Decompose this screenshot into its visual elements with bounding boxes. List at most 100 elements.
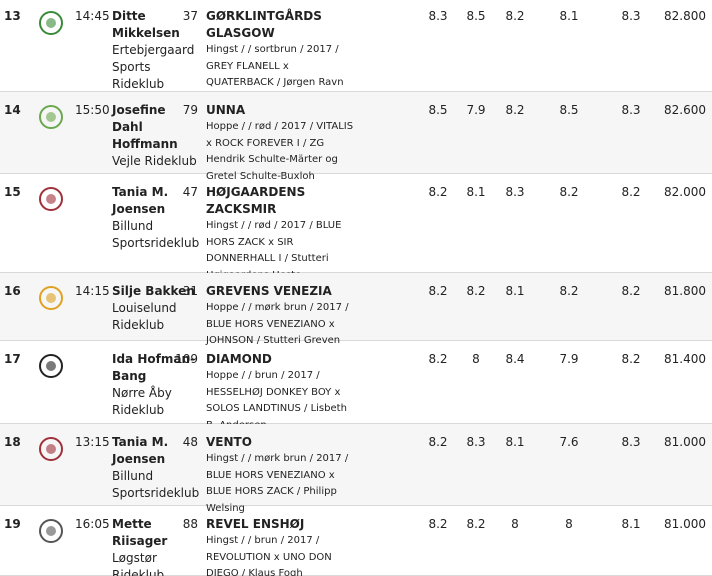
rider: Tania M. Joensen Billund Sportsrideklub (112, 184, 199, 252)
horse-number: 47 (182, 185, 198, 199)
rider: Josefine Dahl Hoffmann Vejle Rideklub (112, 102, 197, 170)
total-score: 82.000 (664, 185, 706, 199)
score: 8.2 (505, 103, 525, 117)
score: 8.3 (428, 9, 448, 23)
score: 8.2 (621, 352, 641, 366)
horse-number: 88 (182, 517, 198, 531)
club-name: Louiselund Rideklub (112, 301, 177, 332)
club-logo (39, 354, 63, 378)
horse-details: Hingst / / brun / 2017 / REVOLUTION x UN… (206, 535, 332, 576)
horse-number: 31 (182, 284, 198, 298)
logo-ring (39, 519, 63, 543)
rider: Mette Riisager Løgstør Rideklub (112, 516, 196, 576)
logo-ring (39, 354, 63, 378)
horse-name: UNNA (206, 103, 246, 117)
score: 8.2 (621, 284, 641, 298)
rider: Ida Hofman-Bang Nørre Åby Rideklub (112, 351, 196, 419)
score: 7.6 (559, 435, 579, 449)
logo-ring (39, 187, 63, 211)
logo-core (46, 361, 56, 371)
rider: Tania M. Joensen Billund Sportsrideklub (112, 434, 199, 502)
score: 8.2 (428, 435, 448, 449)
score: 8.1 (505, 435, 525, 449)
rider-name: Josefine Dahl Hoffmann (112, 103, 178, 151)
result-row: 16 14:15 Silje Bakken Louiselund Rideklub 31… (0, 273, 712, 346)
score: 8.2 (621, 185, 641, 199)
horse: REVEL ENSHØJ Hingst / / brun / 2017 / REV… (206, 516, 366, 576)
rank: 19 (4, 517, 21, 531)
score: 8.3 (505, 185, 525, 199)
horse-number: 48 (182, 435, 198, 449)
score: 8.3 (621, 435, 641, 449)
club-logo (39, 286, 63, 310)
score: 8.5 (428, 103, 448, 117)
score: 8.1 (466, 185, 486, 199)
horse-details: Hingst / / sortbrun / 2017 / GREY FLANEL… (206, 44, 344, 88)
start-time: 14:45 (75, 9, 110, 23)
horse-number: 109 (175, 352, 198, 366)
score: 7.9 (466, 103, 486, 117)
horse-name: DIAMOND (206, 352, 272, 366)
logo-ring (39, 437, 63, 461)
score: 8.4 (505, 352, 525, 366)
score: 8.2 (505, 9, 525, 23)
club-name: Billund Sportsrideklub (112, 469, 200, 500)
horse: HØJGAARDENS ZACKSMIR Hingst / / rød / 201… (206, 184, 366, 284)
logo-ring (39, 286, 63, 310)
horse: DIAMOND Hoppe / / brun / 2017 / HESSELHØJ… (206, 351, 366, 434)
rank: 13 (4, 9, 21, 23)
rank: 15 (4, 185, 21, 199)
score: 8 (511, 517, 519, 531)
horse-name: HØJGAARDENS ZACKSMIR (206, 185, 306, 216)
rider-name: Mette Riisager (112, 517, 168, 548)
score: 8.2 (559, 185, 579, 199)
result-row: 17 Ida Hofman-Bang Nørre Åby Rideklub 109 DI… (0, 341, 712, 431)
horse-details: Hoppe / / rød / 2017 / VITALIS x ROCK FO… (206, 121, 354, 182)
logo-core (46, 293, 56, 303)
rider: Ditte Mikkelsen Ertebjergaard Sports Ride… (112, 8, 196, 93)
horse: GØRKLINTGÅRDS GLASGOW Hingst / / sortbrun… (206, 8, 366, 92)
start-time: 14:15 (75, 284, 110, 298)
total-score: 81.800 (664, 284, 706, 298)
horse-name: GØRKLINTGÅRDS GLASGOW (206, 9, 322, 40)
horse: VENTO Hingst / / mørk brun / 2017 / BLUE … (206, 434, 366, 517)
club-name: Billund Sportsrideklub (112, 219, 200, 250)
start-time: 16:05 (75, 517, 110, 531)
score: 8.3 (621, 9, 641, 23)
horse-details: Hingst / / mørk brun / 2017 / BLUE HORS … (206, 453, 349, 514)
logo-core (46, 444, 56, 454)
logo-core (46, 18, 56, 28)
total-score: 82.600 (664, 103, 706, 117)
horse-number: 79 (182, 103, 198, 117)
club-logo (39, 105, 63, 129)
logo-core (46, 526, 56, 536)
score: 8.5 (466, 9, 486, 23)
score: 8 (565, 517, 573, 531)
score: 8.2 (428, 352, 448, 366)
result-row: 18 13:15 Tania M. Joensen Billund Sportsrid… (0, 424, 712, 514)
club-name: Ertebjergaard Sports Rideklub (112, 43, 195, 91)
score: 7.9 (559, 352, 579, 366)
total-score: 81.400 (664, 352, 706, 366)
club-logo (39, 519, 63, 543)
logo-core (46, 112, 56, 122)
start-time: 13:15 (75, 435, 110, 449)
rider-name: Tania M. Joensen (112, 435, 169, 466)
total-score: 82.800 (664, 9, 706, 23)
total-score: 81.000 (664, 435, 706, 449)
score: 8.2 (428, 517, 448, 531)
score: 8.3 (466, 435, 486, 449)
horse: GREVENS VENEZIA Hoppe / / mørk brun / 201… (206, 283, 366, 350)
score: 8.2 (466, 284, 486, 298)
club-name: Nørre Åby Rideklub (112, 386, 172, 417)
result-row: 19 16:05 Mette Riisager Løgstør Rideklub 88 R… (0, 506, 712, 576)
score: 8.5 (559, 103, 579, 117)
rider-name: Tania M. Joensen (112, 185, 169, 216)
score: 8.2 (466, 517, 486, 531)
result-row: 13 14:45 Ditte Mikkelsen Ertebjergaard Spor… (0, 0, 712, 92)
result-row: 15 Tania M. Joensen Billund Sportsrideklub… (0, 174, 712, 281)
horse-name: REVEL ENSHØJ (206, 517, 305, 531)
rider-name: Ditte Mikkelsen (112, 9, 180, 40)
logo-core (46, 194, 56, 204)
